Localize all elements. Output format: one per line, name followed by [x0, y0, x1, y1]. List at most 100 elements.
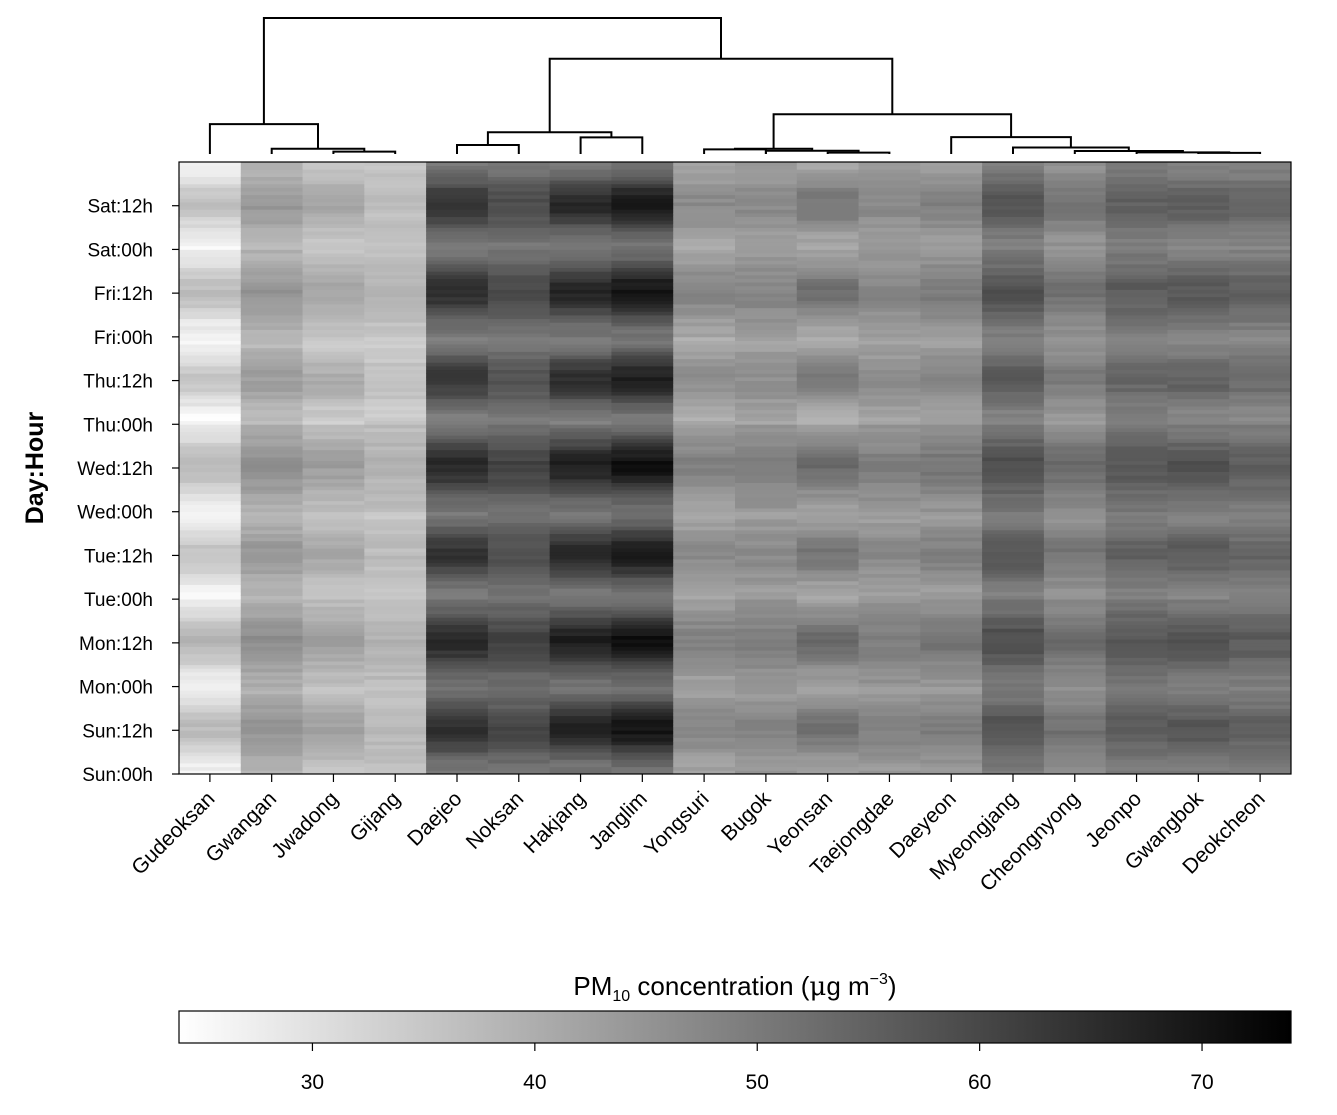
heatmap-cell: [796, 737, 860, 742]
heatmap-cell: [920, 362, 983, 367]
heatmap-cell: [1167, 169, 1230, 174]
heatmap-cell: [426, 679, 489, 684]
heatmap-cell: [1105, 690, 1168, 695]
heatmap-cell: [364, 209, 427, 214]
heatmap-cell: [1105, 449, 1168, 454]
heatmap-cell: [1105, 409, 1168, 414]
heatmap-cell: [796, 351, 860, 356]
heatmap-cell: [426, 457, 489, 462]
heatmap-cell: [549, 602, 612, 607]
heatmap-cell: [426, 180, 489, 185]
dendrogram-link: [486, 131, 613, 145]
heatmap-cell: [673, 446, 736, 451]
heatmap-cell: [1043, 205, 1107, 210]
heatmap-cell: [487, 537, 551, 542]
heatmap-cell: [1105, 420, 1168, 425]
heatmap-cell: [920, 482, 983, 487]
heatmap-cell: [1167, 373, 1230, 378]
heatmap-cell: [426, 209, 489, 214]
heatmap-cell: [426, 719, 489, 724]
heatmap-cell: [1229, 420, 1292, 425]
heatmap-cell: [1043, 759, 1107, 764]
heatmap-cell: [1167, 468, 1230, 473]
heatmap-cell: [179, 508, 242, 513]
heatmap-cell: [920, 333, 983, 338]
heatmap-cell: [920, 366, 983, 371]
heatmap-cell: [673, 548, 736, 553]
heatmap-cell: [1105, 384, 1168, 389]
heatmap-cell: [735, 533, 798, 538]
heatmap-cell: [1043, 657, 1107, 662]
heatmap-cell: [611, 424, 674, 429]
heatmap-cell: [982, 384, 1045, 389]
heatmap-cell: [1043, 704, 1107, 709]
heatmap-cell: [487, 172, 551, 177]
heatmap-cell: [611, 318, 674, 323]
heatmap-cell: [1105, 457, 1168, 462]
heatmap-cell: [487, 755, 551, 760]
heatmap-cell: [179, 723, 242, 728]
heatmap-cell: [302, 719, 365, 724]
heatmap-cell: [179, 642, 242, 647]
heatmap-cell: [240, 285, 304, 290]
heatmap-cell: [858, 595, 921, 600]
heatmap-cell: [611, 253, 674, 258]
heatmap-cell: [549, 198, 612, 203]
heatmap-cell: [1167, 475, 1230, 480]
heatmap-cell: [982, 344, 1045, 349]
heatmap-cell: [1043, 282, 1107, 287]
heatmap-cell: [487, 446, 551, 451]
heatmap-cell: [611, 358, 674, 363]
heatmap-cell: [1167, 307, 1230, 312]
heatmap-cell: [1229, 748, 1292, 753]
heatmap-cell: [611, 369, 674, 374]
heatmap-cell: [179, 340, 242, 345]
heatmap-cell: [673, 519, 736, 524]
heatmap-cell: [920, 351, 983, 356]
heatmap-cell: [426, 304, 489, 309]
heatmap-cell: [735, 311, 798, 316]
heatmap-cell: [920, 766, 983, 771]
heatmap-cell: [858, 529, 921, 534]
heatmap-cell: [920, 322, 983, 327]
heatmap-cell: [796, 562, 860, 567]
heatmap-cell: [982, 613, 1045, 618]
heatmap-cell: [364, 591, 427, 596]
heatmap-cell: [302, 759, 365, 764]
heatmap-cell: [1043, 508, 1107, 513]
heatmap-cell: [240, 752, 304, 757]
heatmap-cell: [179, 478, 242, 483]
heatmap-cell: [735, 271, 798, 276]
heatmap-cell: [1105, 413, 1168, 418]
heatmap-cell: [179, 493, 242, 498]
heatmap-cell: [240, 675, 304, 680]
heatmap-cell: [240, 672, 304, 677]
heatmap-cell: [549, 282, 612, 287]
heatmap-cell: [487, 529, 551, 534]
heatmap-cell: [1229, 723, 1292, 728]
heatmap-cell: [302, 602, 365, 607]
heatmap-cell: [426, 511, 489, 516]
heatmap-cell: [1043, 712, 1107, 717]
heatmap-cell: [611, 395, 674, 400]
heatmap-cell: [302, 737, 365, 742]
heatmap-cell: [426, 595, 489, 600]
heatmap-cell: [302, 169, 365, 174]
heatmap-cell: [673, 628, 736, 633]
heatmap-cell: [611, 686, 674, 691]
heatmap-cell: [982, 231, 1045, 236]
heatmap-cell: [1043, 613, 1107, 618]
heatmap-cell: [858, 599, 921, 604]
heatmap-cell: [1043, 748, 1107, 753]
heatmap-cell: [1043, 169, 1107, 174]
heatmap-cell: [426, 471, 489, 476]
heatmap-cell: [549, 180, 612, 185]
heatmap-cell: [982, 216, 1045, 221]
heatmap-cell: [549, 548, 612, 553]
heatmap-cell: [858, 464, 921, 469]
heatmap-cell: [302, 489, 365, 494]
heatmap-cell: [673, 508, 736, 513]
heatmap-cell: [858, 664, 921, 669]
heatmap-cell: [673, 675, 736, 680]
heatmap-cell: [982, 293, 1045, 298]
